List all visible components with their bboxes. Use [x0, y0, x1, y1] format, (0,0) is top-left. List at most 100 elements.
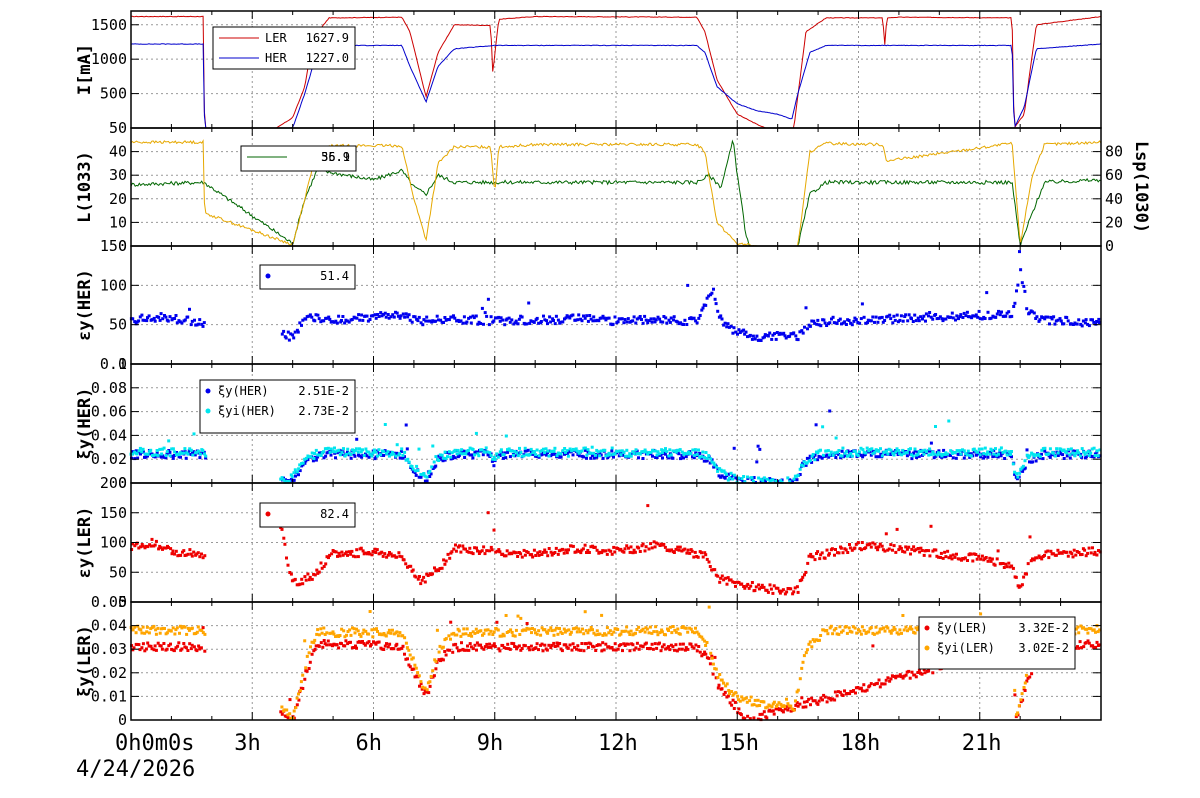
data-point	[985, 452, 988, 456]
data-point	[375, 548, 379, 552]
data-point	[168, 315, 172, 319]
data-point	[378, 632, 382, 636]
y2-tick-label: 20	[1105, 213, 1123, 231]
data-point	[643, 549, 647, 553]
data-point	[810, 460, 814, 464]
data-point	[868, 542, 872, 546]
data-point	[344, 453, 348, 456]
data-point	[195, 649, 199, 653]
data-point	[471, 456, 475, 460]
data-point	[857, 450, 861, 454]
data-point	[1034, 556, 1038, 560]
data-point	[441, 459, 445, 463]
data-point	[349, 552, 353, 556]
data-point	[506, 448, 509, 452]
data-point	[283, 708, 287, 712]
data-point	[634, 631, 637, 635]
data-point	[749, 584, 753, 588]
data-point	[1087, 546, 1091, 550]
data-point	[656, 315, 660, 319]
data-point	[689, 452, 693, 456]
data-point	[289, 717, 293, 720]
data-point	[413, 663, 417, 667]
data-point	[898, 628, 902, 632]
data-point	[719, 576, 723, 580]
data-point	[681, 625, 685, 629]
data-point	[353, 555, 357, 559]
data-point	[292, 478, 296, 482]
data-point	[805, 700, 809, 704]
data-point	[589, 545, 593, 549]
data-point	[704, 644, 708, 647]
data-point	[840, 630, 843, 634]
data-point	[574, 550, 578, 554]
data-point	[763, 335, 766, 339]
data-point	[1037, 319, 1041, 323]
data-point	[482, 632, 486, 636]
data-point	[418, 575, 421, 578]
data-point	[311, 459, 315, 463]
data-point	[1098, 643, 1102, 647]
data-point	[803, 573, 806, 577]
data-point	[880, 544, 884, 548]
data-point	[671, 449, 675, 453]
data-point	[814, 638, 818, 642]
data-point	[202, 450, 206, 454]
data-point	[662, 643, 666, 647]
data-point	[553, 628, 557, 632]
data-point	[825, 449, 829, 453]
data-point	[768, 704, 772, 708]
data-point	[577, 627, 581, 631]
data-point	[835, 632, 839, 636]
data-point	[632, 452, 636, 455]
legend-value: 2.51E-2	[298, 384, 349, 398]
data-point	[188, 642, 192, 646]
data-point	[577, 549, 581, 553]
data-point	[937, 316, 941, 320]
data-point	[678, 545, 682, 549]
data-point	[474, 431, 478, 435]
data-point	[670, 631, 674, 635]
data-point	[520, 647, 524, 650]
data-point	[406, 565, 409, 569]
data-point	[367, 632, 371, 636]
data-point	[549, 320, 553, 324]
data-point	[531, 648, 535, 652]
data-point	[604, 454, 608, 458]
data-point	[184, 456, 188, 460]
data-point	[641, 542, 645, 546]
data-point	[856, 454, 860, 457]
data-point	[437, 650, 441, 654]
data-point	[641, 645, 645, 649]
data-point	[1052, 315, 1056, 319]
data-point	[720, 474, 724, 478]
data-point	[379, 311, 383, 315]
data-point	[880, 454, 884, 458]
data-point	[646, 504, 650, 508]
data-point	[292, 336, 296, 340]
data-point	[1056, 548, 1060, 552]
data-point	[769, 587, 773, 591]
data-point	[486, 511, 490, 515]
data-point	[413, 675, 417, 679]
data-point	[971, 559, 975, 563]
data-point	[749, 695, 753, 699]
data-point	[756, 444, 760, 448]
data-point	[807, 554, 811, 558]
data-point	[440, 453, 444, 457]
data-point	[416, 319, 420, 323]
data-point	[1054, 319, 1058, 323]
data-point	[503, 451, 507, 455]
data-point	[992, 315, 996, 319]
data-point	[398, 456, 402, 460]
data-point	[558, 642, 562, 645]
data-point	[693, 550, 697, 554]
data-point	[727, 689, 731, 692]
data-point	[778, 591, 782, 595]
data-point	[462, 452, 466, 456]
data-point	[866, 318, 870, 322]
data-point	[741, 698, 745, 702]
data-point	[171, 456, 175, 460]
data-point	[700, 635, 704, 639]
data-point	[1079, 553, 1082, 557]
